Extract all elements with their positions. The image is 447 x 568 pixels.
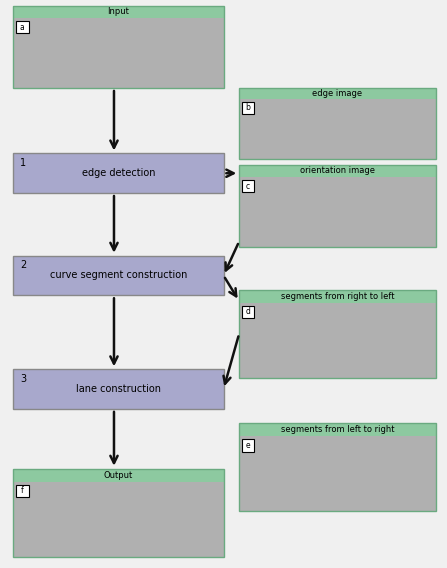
FancyBboxPatch shape — [239, 303, 436, 378]
Text: d: d — [246, 307, 250, 316]
Text: b: b — [246, 103, 250, 112]
FancyBboxPatch shape — [242, 102, 254, 114]
FancyBboxPatch shape — [242, 306, 254, 318]
Text: edge detection: edge detection — [82, 168, 155, 178]
Text: Output: Output — [104, 471, 133, 480]
FancyBboxPatch shape — [13, 482, 223, 557]
FancyBboxPatch shape — [239, 177, 436, 247]
FancyBboxPatch shape — [239, 436, 436, 511]
FancyBboxPatch shape — [239, 99, 436, 159]
Text: c: c — [246, 182, 250, 191]
Text: e: e — [246, 441, 250, 450]
Text: f: f — [21, 486, 24, 495]
Text: Input: Input — [108, 7, 129, 16]
FancyBboxPatch shape — [13, 469, 223, 482]
Text: orientation image: orientation image — [300, 166, 375, 176]
FancyBboxPatch shape — [13, 6, 223, 18]
FancyBboxPatch shape — [16, 21, 29, 34]
FancyBboxPatch shape — [239, 165, 436, 177]
Text: 3: 3 — [20, 374, 26, 384]
FancyBboxPatch shape — [13, 369, 223, 409]
Text: segments from right to left: segments from right to left — [281, 292, 394, 301]
Text: lane construction: lane construction — [76, 384, 161, 394]
Text: 1: 1 — [20, 158, 26, 168]
FancyBboxPatch shape — [13, 256, 223, 295]
FancyBboxPatch shape — [13, 18, 223, 88]
FancyBboxPatch shape — [13, 153, 223, 193]
FancyBboxPatch shape — [242, 180, 254, 193]
Text: a: a — [20, 23, 25, 32]
FancyBboxPatch shape — [242, 439, 254, 452]
Text: edge image: edge image — [312, 89, 363, 98]
Text: 2: 2 — [20, 260, 26, 270]
FancyBboxPatch shape — [239, 88, 436, 99]
Text: segments from left to right: segments from left to right — [281, 425, 394, 435]
FancyBboxPatch shape — [16, 485, 29, 497]
Text: curve segment construction: curve segment construction — [50, 270, 187, 281]
FancyBboxPatch shape — [239, 290, 436, 303]
FancyBboxPatch shape — [239, 423, 436, 436]
